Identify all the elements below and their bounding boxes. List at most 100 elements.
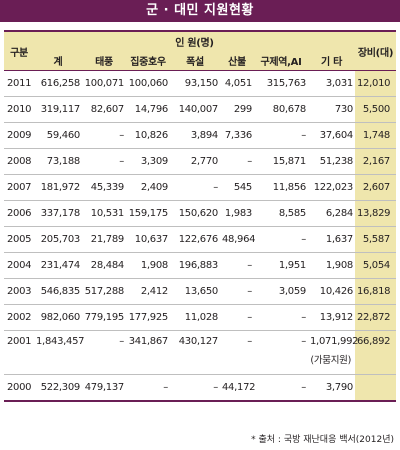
data-cell: – [170,374,220,402]
table-row: 2003 546,835 517,288 2,412 13,650–3,059 10,42… [4,278,396,305]
table-row: 2002 982,060 779,195 177,925 11,028– –13,912 2… [4,304,396,331]
data-cell: 93,150 [170,70,220,97]
year-cell: 2005 [4,226,34,253]
data-cell: – [254,226,308,253]
equipment-cell: 66,892 [355,330,396,375]
year-cell: 2002 [4,304,34,331]
data-cell: 545 [220,174,254,201]
data-cell: 3,790 [308,374,355,402]
data-cell: 45,339 [82,174,126,201]
data-cell: 319,117 [34,96,82,123]
column-header-other: 기 타 [308,50,355,71]
data-cell: 177,925 [126,304,170,331]
data-cell: 299 [220,96,254,123]
year-cell: 2001 [4,330,34,375]
data-cell: 4,051 [220,70,254,97]
year-cell: 2011 [4,70,34,97]
data-cell: 3,059 [254,278,308,305]
support-status-table: 구분 인 원(명) 장비(대) 계 태풍 집중호우 폭설 산불 구제역,AI 기… [4,30,396,402]
data-cell: 7,336 [220,122,254,149]
data-cell: 205,703 [34,226,82,253]
column-header-total: 계 [34,50,82,71]
data-cell: – [220,304,254,331]
data-cell: 3,309 [126,148,170,175]
year-cell: 2006 [4,200,34,227]
data-cell: 1,637 [308,226,355,253]
data-cell: 37,604 [308,122,355,149]
data-cell: 11,028 [170,304,220,331]
equipment-cell: 5,587 [355,226,396,253]
table-row: 2001 1,843,457–341,867 430,127– –1,071,992(… [4,330,396,375]
data-cell: 82,607 [82,96,126,123]
year-cell: 2000 [4,374,34,402]
data-cell: 159,175 [126,200,170,227]
equipment-cell: 2,167 [355,148,396,175]
data-cell: 14,796 [126,96,170,123]
year-cell: 2008 [4,148,34,175]
table-row: 2005 205,703 21,789 10,637 122,676 48,964–1,6… [4,226,396,253]
year-header: 구분 [4,30,34,71]
personnel-header: 인 원(명) [34,30,355,50]
equipment-cell: 16,818 [355,278,396,305]
data-cell: 6,284 [308,200,355,227]
data-cell: 2,409 [126,174,170,201]
data-cell: 1,951 [254,252,308,279]
data-cell: 10,637 [126,226,170,253]
data-cell: 10,531 [82,200,126,227]
table-row: 2011 616,258 100,071 100,060 93,150 4,051 315,… [4,70,396,97]
data-cell: 8,585 [254,200,308,227]
data-cell: 13,650 [170,278,220,305]
data-cell: 517,288 [82,278,126,305]
data-cell: – [82,330,126,375]
data-cell: 779,195 [82,304,126,331]
data-cell: 122,023 [308,174,355,201]
data-cell: 100,060 [126,70,170,97]
data-cell: 196,883 [170,252,220,279]
year-cell: 2010 [4,96,34,123]
table-row: 2009 59,460–10,826 3,894 7,336–37,604 1,748 [4,122,396,149]
equipment-cell: 13,829 [355,200,396,227]
equipment-cell: 5,500 [355,96,396,123]
column-header-fmd-ai: 구제역,AI [254,50,308,71]
data-cell: 80,678 [254,96,308,123]
year-cell: 2003 [4,278,34,305]
drought-support-note: (가뭄지원) [310,355,351,366]
data-cell: 10,826 [126,122,170,149]
data-cell: 1,071,992 (가뭄지원) [308,330,359,375]
equipment-cell: 1,748 [355,122,396,149]
equipment-cell: 12,010 [355,70,396,97]
table-row: 2000 522,309 479,137– –44,172–3,790 [4,374,396,402]
equipment-cell [355,374,396,402]
data-cell: – [220,330,254,375]
table-row: 2010 319,117 82,607 14,796 140,007 299 80,678 7… [4,96,396,123]
data-cell: 13,912 [308,304,355,331]
data-cell: 48,964 [220,226,256,253]
data-cell: – [254,374,308,402]
data-cell: 1,983 [220,200,254,227]
data-cell: 21,789 [82,226,126,253]
column-header-wildfire: 산불 [220,50,254,71]
data-cell: 2,770 [170,148,220,175]
data-cell: 11,856 [254,174,308,201]
data-cell: 59,460 [34,122,82,149]
equipment-cell: 5,054 [355,252,396,279]
data-cell: 315,763 [254,70,308,97]
data-cell: – [220,278,254,305]
data-cell: 616,258 [34,70,82,97]
table-row: 2004 231,474 28,484 1,908 196,883–1,951 1,908… [4,252,396,279]
table-title: 군 · 대민 지원현황 [0,0,400,22]
data-cell: 479,137 [82,374,126,402]
source-note: * 출처 : 국방 재난대응 백서(2012년) [251,435,394,445]
equipment-cell: 22,872 [355,304,396,331]
data-cell: 150,620 [170,200,220,227]
data-cell: – [170,174,220,201]
data-cell: 15,871 [254,148,308,175]
year-cell: 2007 [4,174,34,201]
data-cell: 100,071 [82,70,126,97]
data-cell: – [254,330,308,375]
data-cell: 546,835 [34,278,82,305]
data-cell: 181,972 [34,174,82,201]
data-cell: – [220,148,254,175]
data-cell: 730 [308,96,355,123]
data-cell: – [82,148,126,175]
